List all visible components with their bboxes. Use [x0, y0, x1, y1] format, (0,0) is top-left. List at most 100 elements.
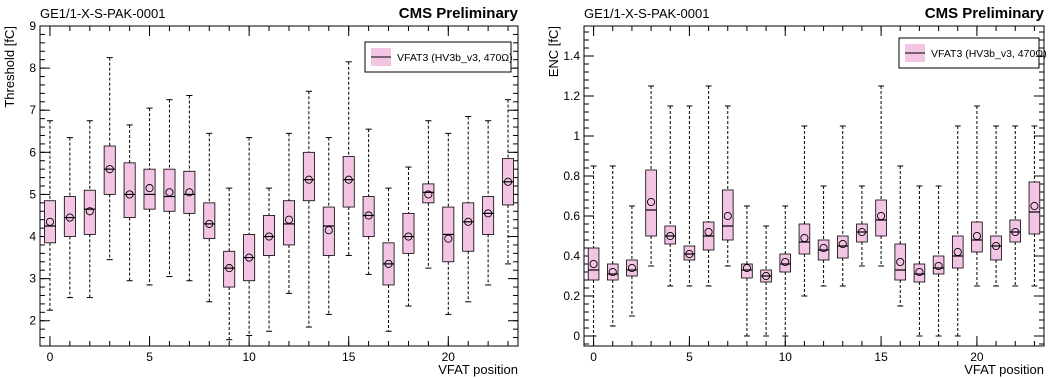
box-plot-vfat-6 [702, 85, 715, 287]
iqr-box [626, 259, 638, 277]
iqr-box [971, 221, 983, 253]
cms-preliminary-label: CMS Preliminary [925, 5, 1045, 22]
mean-marker [125, 190, 134, 199]
mean-marker [205, 219, 214, 228]
mean-marker [165, 188, 174, 197]
box-plot-vfat-23 [1028, 125, 1041, 287]
mean-marker [264, 232, 274, 241]
mean-marker [85, 207, 94, 216]
mean-marker [484, 209, 493, 218]
box-plot-vfat-9 [223, 187, 236, 341]
box-plot-vfat-19 [422, 120, 435, 269]
box-plot-vfat-15 [342, 61, 355, 256]
y-tick-label: 0.2 [563, 289, 580, 303]
box-plot-vfat-1 [606, 165, 619, 327]
y-tick-label: 9 [29, 19, 36, 33]
iqr-box [322, 206, 335, 256]
box-plot-vfat-17 [382, 187, 395, 332]
box-plot-vfat-20 [442, 132, 455, 315]
x-tick-label: 0 [590, 350, 597, 364]
y-tick-label: 8 [29, 61, 36, 75]
x-tick-label: 5 [686, 350, 693, 364]
x-tick-label: 15 [342, 350, 356, 364]
iqr-box [913, 263, 926, 283]
box-plot-vfat-0 [43, 120, 56, 311]
enc-chart-panel: GE1/1-X-S-PAK-0001 CMS Preliminary 0 0.2 0.4… [526, 0, 1052, 378]
threshold-chart-panel: GE1/1-X-S-PAK-0001 CMS Preliminary 2 3 4 5 6 7 8… [2, 5, 519, 377]
box-plot-vfat-11 [263, 187, 276, 332]
mean-marker [364, 211, 373, 220]
y-tick-label: 0.8 [563, 169, 580, 183]
box-plot-vfat-8 [203, 132, 216, 303]
box-plot-vfat-5 [143, 107, 156, 286]
mean-marker [245, 253, 254, 262]
mean-marker [1011, 227, 1020, 237]
iqr-box [43, 200, 56, 244]
mean-marker [464, 217, 473, 226]
mean-marker [1030, 201, 1039, 211]
y-tick-label: 3 [29, 272, 36, 286]
x-tick-label: 15 [874, 350, 888, 364]
x-tick-label: 20 [970, 350, 984, 364]
iqr-box [798, 223, 811, 255]
box-plot-vfat-7 [721, 105, 734, 267]
iqr-box [741, 263, 753, 279]
mean-marker [953, 247, 962, 257]
mean-marker [503, 177, 513, 186]
mean-marker [762, 271, 771, 281]
y-tick-label: 0.6 [563, 209, 580, 223]
iqr-box [1009, 219, 1022, 243]
mean-marker [185, 188, 194, 197]
y-tick-label: 6 [29, 145, 36, 159]
mean-marker [800, 233, 809, 243]
mean-marker [45, 217, 55, 226]
x-axis-label: VFAT position [438, 362, 518, 377]
x-tick-label: 0 [47, 350, 54, 364]
chart-header-label: GE1/1-X-S-PAK-0001 [40, 6, 165, 21]
x-tick-label: 5 [146, 350, 153, 364]
mean-marker [304, 175, 313, 184]
y-tick-label: 2 [29, 314, 36, 328]
plot-frame [583, 25, 1045, 347]
mean-marker [915, 267, 924, 277]
mean-marker [589, 259, 598, 269]
box-plot-vfat-11 [798, 125, 811, 297]
box-plot-vfat-2 [83, 120, 96, 299]
box-plot-vfat-21 [462, 116, 475, 303]
iqr-box [422, 183, 435, 204]
box-plot-vfat-13 [302, 90, 315, 328]
iqr-box [123, 162, 136, 218]
y-tick-label: 1.2 [563, 89, 580, 103]
mean-marker [284, 215, 294, 224]
legend: VFAT3 (HV3b_v3, 470Ω) [364, 41, 513, 73]
box-plot-vfat-2 [626, 205, 638, 317]
box-plot-vfat-17 [913, 185, 926, 337]
iqr-box [587, 247, 600, 281]
x-axis-label: VFAT position [964, 362, 1044, 377]
iqr-box [856, 223, 868, 243]
y-tick-label: 0.4 [563, 249, 580, 263]
iqr-box [779, 253, 792, 273]
box-plot-vfat-6 [163, 99, 176, 278]
mean-marker [444, 234, 453, 243]
chart-header-label: GE1/1-X-S-PAK-0001 [584, 6, 709, 21]
iqr-box [362, 196, 375, 237]
iqr-box [645, 169, 657, 237]
mean-marker [225, 264, 234, 273]
iqr-box [990, 235, 1002, 261]
mean-marker [819, 243, 828, 253]
box-plot-vfat-16 [362, 128, 375, 275]
legend: VFAT3 (HV3b_v3, 470Ω) [898, 37, 1047, 69]
iqr-box [143, 168, 156, 210]
iqr-box [183, 170, 196, 214]
mean-marker [781, 257, 790, 267]
box-plot-vfat-22 [1009, 125, 1022, 287]
iqr-box [683, 245, 696, 261]
box-plot-vfat-5 [683, 105, 696, 287]
iqr-box [263, 215, 276, 256]
box-plot-vfat-7 [183, 94, 196, 282]
box-plot-vfat-23 [502, 99, 515, 265]
mean-marker [685, 249, 694, 259]
iqr-box [606, 263, 619, 281]
x-tick-label: 20 [442, 350, 456, 364]
